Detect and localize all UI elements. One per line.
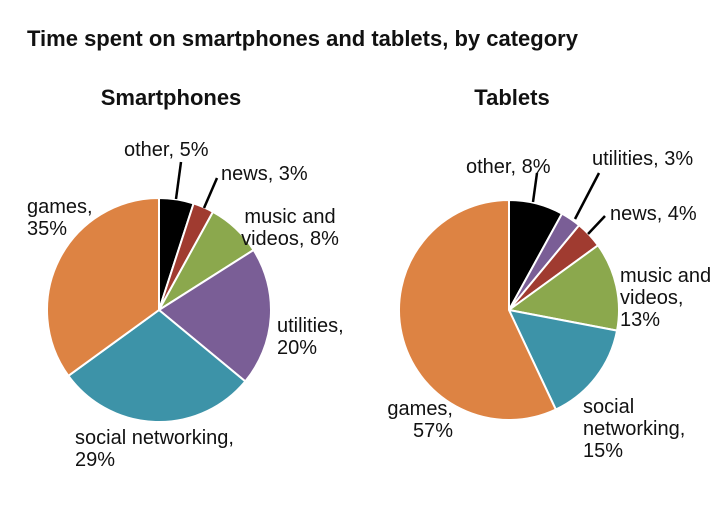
pie-slice-tablets-music-and-videos [508,244,620,332]
label-tablets-games: games, 57% [387,398,453,442]
pie-heading-smartphones: Smartphones [100,85,242,110]
label-smartphones-games: games, 35% [27,196,93,240]
pie-slice-smartphones-games [46,197,160,377]
label-tablets-news: news, 4% [610,203,697,225]
label-smartphones-other: other, 5% [124,139,209,161]
chart-title: Time spent on smartphones and tablets, b… [27,26,578,51]
label-tablets-music-and-videos: music and videos, 13% [620,265,712,331]
label-smartphones-news: news, 3% [221,163,308,185]
label-smartphones-music-and-videos: music and videos, 8% [241,206,339,250]
pie-slice-tablets-social-networking [508,309,619,411]
pie-slice-smartphones-utilities [158,248,272,383]
label-tablets-other: other, 8% [466,156,551,178]
pie-heading-tablets: Tablets [474,85,550,110]
label-smartphones-utilities: utilities, 20% [277,315,344,359]
pie-slice-smartphones-social-networking [67,309,247,423]
pie-tablets [398,199,620,421]
label-smartphones-social-networking: social networking, 29% [75,427,234,471]
pie-smartphones [46,197,272,423]
pie-slice-tablets-games [398,199,557,421]
leader-line-smartphones-other [174,161,183,200]
label-tablets-social-networking: social networking, 15% [583,396,686,462]
label-tablets-utilities: utilities, 3% [592,148,694,170]
